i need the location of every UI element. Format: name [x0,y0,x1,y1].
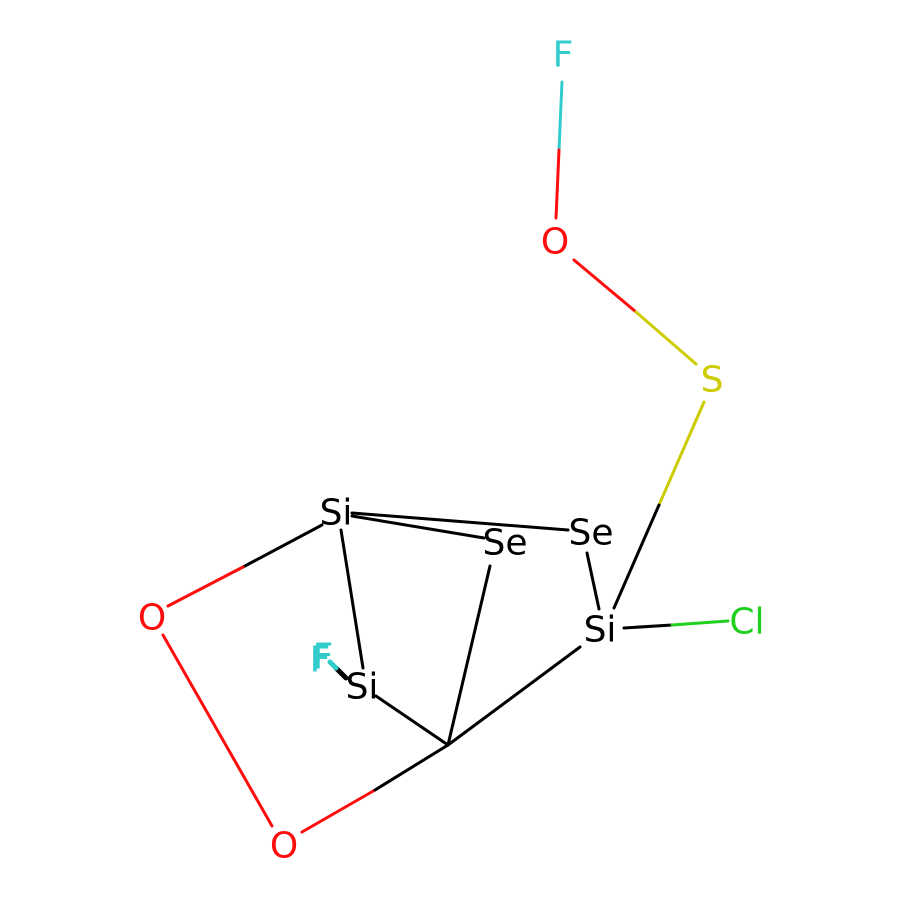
atom-o-left: O [138,598,166,639]
bond-f-o-oxygen-half [554,148,561,220]
atom-o-top: O [541,222,569,263]
bond-c-se-mid [446,564,492,747]
bond-o-s-sulfur-half [634,310,698,366]
bond-si-top-si-left [339,528,365,670]
bond-si-cl-silicon-half [622,623,674,630]
atom-cl: Cl [729,602,764,643]
bond-si-top-o-left-oxygen-half [166,565,245,608]
atom-si-right: Si [584,610,617,651]
atom-f-top: F [553,35,574,76]
atom-labels: F O S Se Se Si Si Si Cl F F O O [138,35,765,867]
bond-o-s-oxygen-half [572,258,638,314]
bond-se-si-right [585,551,601,611]
bonds [161,80,730,834]
atom-o-bottom: O [270,826,298,867]
bond-f-o-fluorine-half [557,80,564,152]
bond-s-si-silicon-half [612,503,661,610]
bond-si-top-se-mid [350,514,486,540]
atom-se-right: Se [569,513,614,554]
bond-s-si-sulfur-half [657,400,706,507]
bond-si-cl-chlorine-half [670,619,730,627]
bond-o-o [161,633,274,828]
bond-c-si-left [374,694,450,747]
atom-f-left-a: F [313,637,334,678]
bond-si-top-se-right [350,511,570,532]
atom-si-left: Si [346,667,379,708]
bond-si-f-fluorine-half [327,659,339,671]
bond-c-si-right [446,645,582,747]
atom-s: S [701,360,724,401]
atom-se-mid: Se [483,523,528,564]
bond-o-c-carbon-half [373,743,450,792]
atom-si-top: Si [320,493,353,534]
atom-f-left-b: F [310,640,331,681]
bond-si-top-o-left-silicon-half [241,523,324,569]
bond-o-c-oxygen-half [300,788,377,834]
